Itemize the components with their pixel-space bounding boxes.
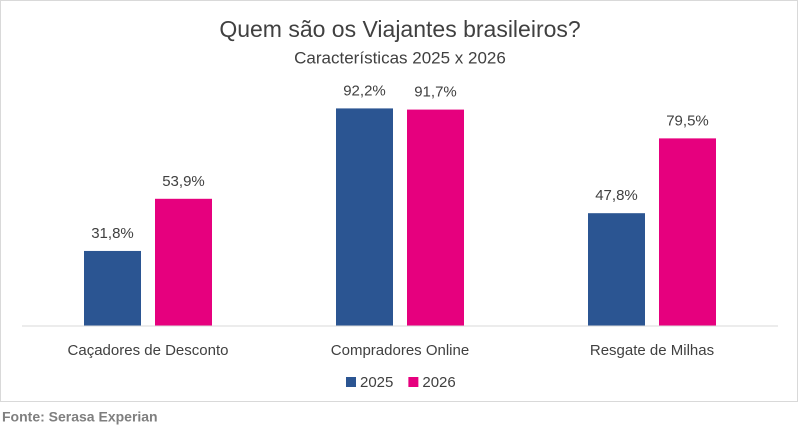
bar <box>84 250 141 326</box>
bar <box>155 198 212 326</box>
x-tick-label: Compradores Online <box>331 342 469 359</box>
bar <box>407 109 464 326</box>
data-label: 31,8% <box>91 225 134 242</box>
data-label: 79,5% <box>666 112 709 129</box>
source-note: Fonte: Serasa Experian <box>2 409 158 425</box>
data-label: 92,2% <box>343 82 386 99</box>
data-label: 53,9% <box>162 173 205 190</box>
x-tick-label: Resgate de Milhas <box>590 342 714 359</box>
bar <box>336 108 393 327</box>
data-label: 47,8% <box>595 187 638 204</box>
chart-subtitle: Características 2025 x 2026 <box>294 48 506 67</box>
x-tick-label: Caçadores de Desconto <box>68 342 229 359</box>
legend-swatch <box>346 377 356 387</box>
data-label: 91,7% <box>414 84 457 101</box>
legend-swatch <box>408 377 419 387</box>
legend-label: 2025 <box>360 374 393 391</box>
bar <box>659 138 716 326</box>
chart-title: Quem são os Viajantes brasileiros? <box>219 16 580 42</box>
legend-label: 2026 <box>422 374 455 391</box>
bar <box>588 213 645 326</box>
